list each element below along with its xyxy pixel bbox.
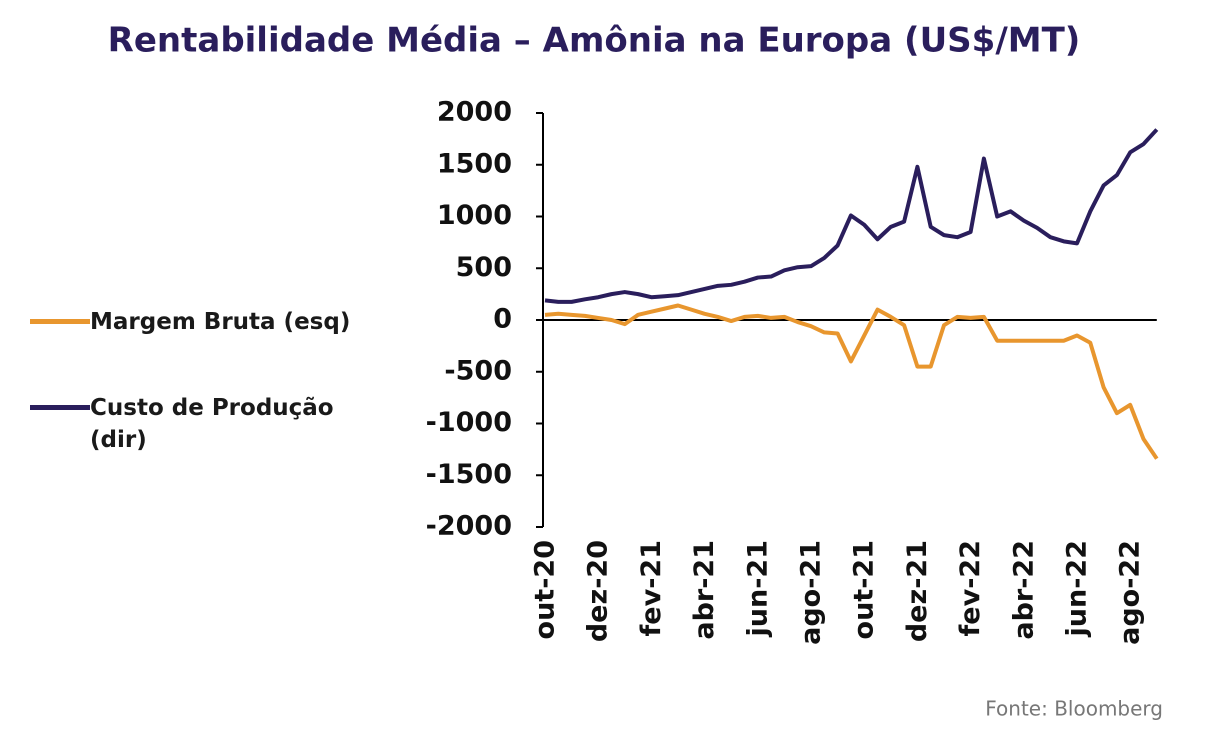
- x-tick-label: ago-22: [1115, 540, 1146, 645]
- y-tick-label: -2000: [426, 511, 512, 542]
- y-tick-label: 0: [493, 304, 512, 335]
- y-tick-label: 1000: [437, 200, 512, 231]
- y-tick-label: 500: [456, 252, 512, 283]
- y-tick-label: -1500: [426, 459, 512, 490]
- x-tick-label: out-21: [849, 540, 880, 639]
- y-tick-label: -1000: [426, 407, 512, 438]
- x-tick-label: abr-21: [689, 540, 720, 640]
- y-tick-label: -500: [444, 355, 512, 386]
- x-tick-label: fev-21: [636, 540, 667, 636]
- source: Fonte: Bloomberg: [985, 697, 1163, 721]
- legend-swatch: [30, 405, 90, 410]
- x-tick-label: dez-21: [902, 540, 933, 642]
- x-tick-label: fev-22: [955, 540, 986, 636]
- legend-label: Custo de Produção (dir): [90, 395, 334, 453]
- x-tick-label: out-20: [530, 540, 561, 639]
- x-tick-label: dez-20: [583, 540, 614, 642]
- legend-swatch: [30, 319, 90, 324]
- series-line: [544, 303, 1159, 460]
- legend-item: Custo de Produção (dir): [30, 392, 380, 456]
- legend-item: Margem Bruta (esq): [30, 306, 390, 338]
- chart-title: Rentabilidade Média – Amônia na Europa (…: [108, 21, 1081, 61]
- x-tick-label: ago-21: [796, 540, 827, 645]
- x-tick-label: abr-22: [1008, 540, 1039, 640]
- y-tick-label: 2000: [437, 97, 512, 128]
- legend-label: Margem Bruta (esq): [90, 309, 351, 335]
- x-tick-label: jun-22: [1062, 540, 1093, 637]
- y-tick-label: 1500: [437, 148, 512, 179]
- x-tick-label: jun-21: [742, 540, 773, 637]
- series-line: [544, 128, 1159, 304]
